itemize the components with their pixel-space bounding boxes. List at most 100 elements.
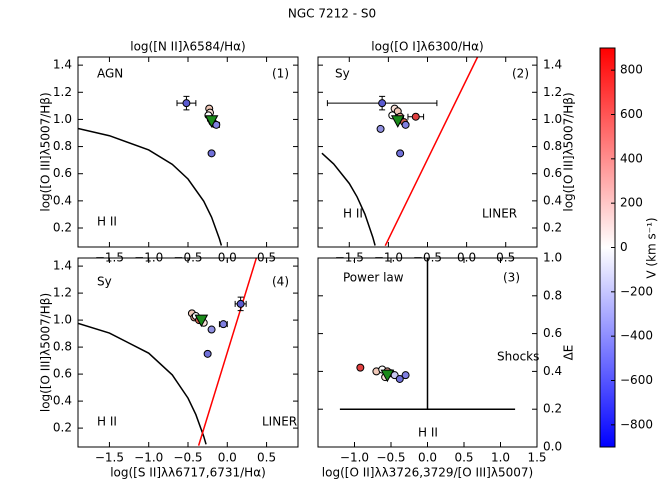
x-axis-label: log([N II]λ6584/Hα) (130, 40, 246, 54)
colorbar-tick-label: 200 (620, 196, 643, 210)
boundary-line (321, 152, 376, 246)
annotation: (1) (272, 67, 289, 81)
y-tick-label: 0.2 (53, 421, 72, 435)
colorbar-label: V (km s⁻¹) (645, 217, 659, 278)
boundary-line (197, 258, 258, 446)
boundary-line (78, 127, 223, 246)
y-tick-label: 0.8 (53, 340, 72, 354)
figure-title: NGC 7212 - S0 (288, 7, 376, 21)
point (194, 314, 209, 328)
y-tick-label: 0.4 (543, 364, 562, 378)
point (390, 115, 405, 128)
y-tick-label: 0.6 (543, 166, 562, 180)
annotation: (2) (512, 67, 529, 81)
plot-frame (317, 56, 538, 248)
colorbar-tick-label: −400 (620, 329, 653, 343)
plot-frame (77, 257, 299, 448)
annotation: H II (97, 215, 117, 229)
plot-area (78, 127, 223, 246)
colorbar-tick-label: 600 (620, 107, 643, 121)
annotation: (4) (272, 275, 289, 289)
colorbar-tick-label: 0 (620, 240, 628, 254)
y-tick-label: 0.8 (543, 288, 562, 302)
x-tick-label: 0.5 (257, 451, 276, 465)
colorbar-tick-label: −800 (620, 417, 653, 431)
y-tick-label: 0.4 (53, 193, 72, 207)
point (356, 363, 365, 372)
x-tick-label: 0.0 (418, 451, 437, 465)
point (207, 149, 216, 158)
y-tick-label: 0.8 (53, 139, 72, 153)
annotation: H II (97, 415, 117, 429)
annotation: H II (418, 426, 438, 440)
colorbar-tick-label: −200 (620, 284, 653, 298)
plot-area (339, 258, 516, 410)
boundary-line (384, 57, 479, 246)
x-axis-label: log([O II]λλ3726,3729/[O III]λ5007) (322, 466, 533, 480)
annotation: AGN (97, 67, 123, 81)
annotation: Sy (335, 67, 350, 81)
y-tick-label: 1.2 (53, 286, 72, 300)
y-tick-label: 1.2 (543, 85, 562, 99)
x-tick-label: 0.0 (218, 451, 237, 465)
annotation: (3) (503, 271, 520, 285)
y-tick-label: 1.4 (53, 58, 72, 72)
point (204, 115, 219, 128)
point (395, 374, 404, 383)
point (411, 112, 420, 121)
annotation: LINER (482, 207, 517, 221)
point (376, 124, 385, 133)
y-tick-label: 1.0 (543, 112, 562, 126)
annotation: H II (343, 207, 363, 221)
point (396, 149, 405, 158)
y-tick-label: 0.6 (543, 326, 562, 340)
point (207, 325, 216, 334)
x-tick-label: −0.5 (376, 451, 405, 465)
plot-area (78, 258, 258, 446)
y-tick-label: 0.0 (543, 440, 562, 454)
y-axis-label: log([O III]λ5007/Hβ) (39, 92, 53, 211)
y-tick-label: 1.0 (53, 313, 72, 327)
x-tick-label: 0.5 (454, 451, 473, 465)
annotation: Shocks (497, 350, 539, 364)
colorbar-tick-label: −600 (620, 373, 653, 387)
y-tick-label: 0.4 (543, 193, 562, 207)
colorbar-tick-label: 400 (620, 151, 643, 165)
x-axis-label: log([S II]λλ6717,6731/Hα) (110, 466, 266, 480)
y-tick-label: 0.2 (543, 221, 562, 235)
annotation: Power law (343, 271, 404, 285)
x-axis-label: log([O I]λ6300/Hα) (371, 40, 483, 54)
x-tick-label: 1.5 (527, 451, 546, 465)
y-tick-label: 0.4 (53, 394, 72, 408)
annotation: LINER (262, 415, 297, 429)
y-axis-label: log([O III]λ5007/Hβ) (39, 293, 53, 412)
y-tick-label: 0.8 (543, 139, 562, 153)
y-axis-label: log([O III]λ5007/Hβ) (562, 92, 576, 211)
y-tick-label: 1.2 (53, 85, 72, 99)
y-tick-label: 1.0 (543, 251, 562, 265)
point (219, 320, 228, 329)
y-tick-label: 1.4 (543, 58, 562, 72)
y-tick-label: 0.2 (53, 221, 72, 235)
x-tick-label: −1.0 (340, 451, 369, 465)
y-tick-label: 1.0 (53, 112, 72, 126)
colorbar-tick-label: 800 (620, 63, 643, 77)
y-tick-label: 1.4 (53, 259, 72, 273)
point (203, 349, 212, 358)
y-axis-label: ΔE (562, 345, 576, 361)
point (401, 371, 410, 380)
y-tick-label: 0.2 (543, 402, 562, 416)
point (378, 99, 387, 108)
x-tick-label: −0.5 (173, 451, 202, 465)
point (182, 99, 191, 108)
point (380, 369, 395, 383)
annotation: Sy (97, 275, 112, 289)
plot-frame (77, 56, 299, 248)
plot-frame (317, 257, 538, 448)
x-tick-label: 1.0 (491, 451, 510, 465)
x-tick-label: −1.5 (95, 451, 124, 465)
y-tick-label: 0.6 (53, 166, 72, 180)
y-tick-label: 0.6 (53, 367, 72, 381)
plot-area (321, 57, 479, 246)
